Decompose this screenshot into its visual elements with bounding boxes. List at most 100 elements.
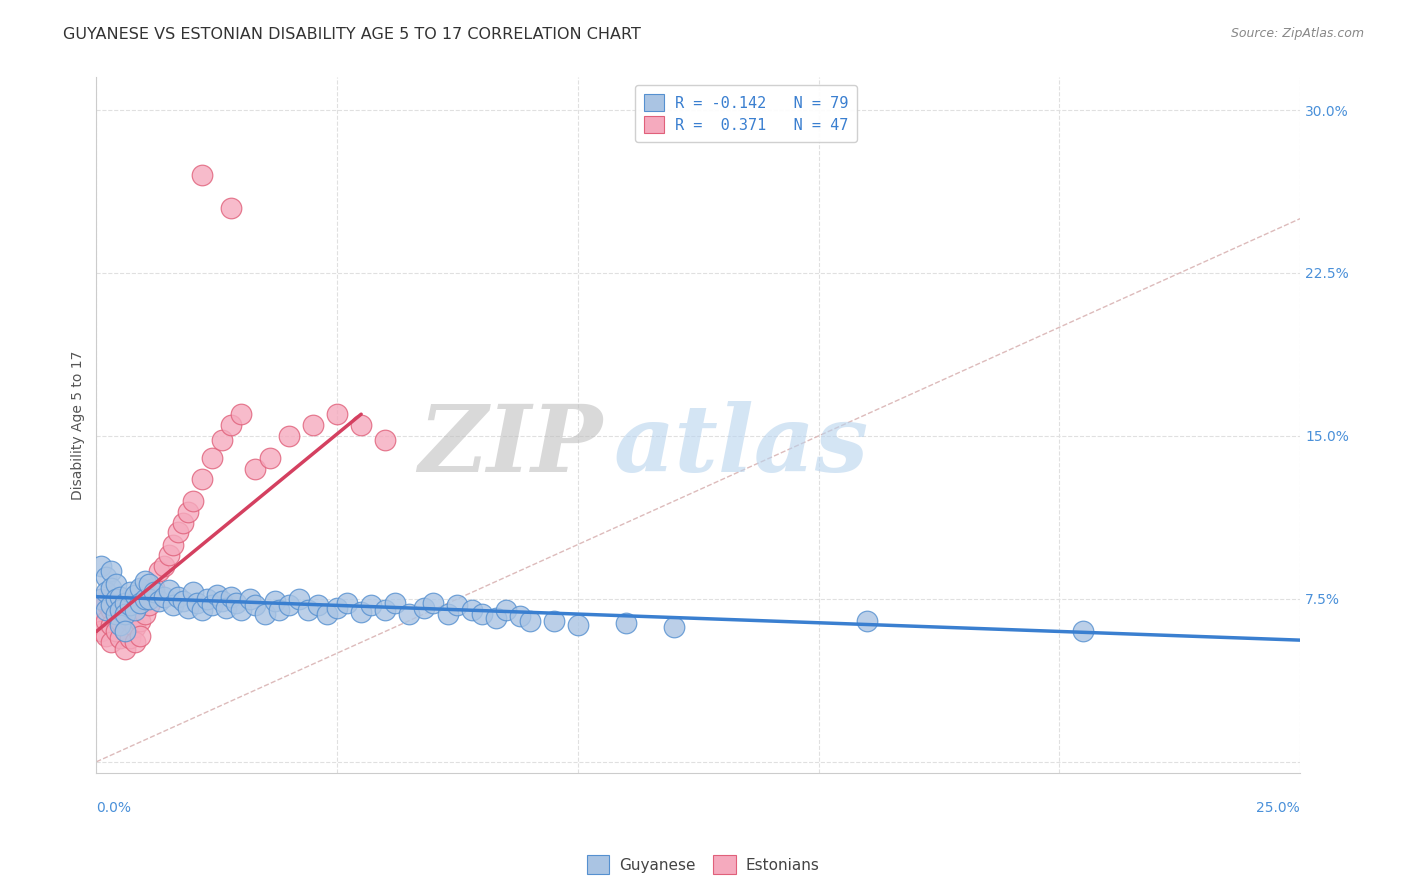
Point bbox=[100, 635, 122, 649]
Point bbox=[152, 590, 174, 604]
Point bbox=[191, 472, 214, 486]
Point bbox=[253, 607, 276, 621]
Point bbox=[114, 607, 136, 621]
Point bbox=[263, 594, 285, 608]
Point bbox=[278, 599, 301, 613]
Point bbox=[128, 614, 150, 628]
Point bbox=[302, 418, 325, 433]
Point bbox=[94, 596, 117, 610]
Point bbox=[461, 603, 484, 617]
Point bbox=[181, 585, 204, 599]
Point bbox=[114, 624, 136, 639]
Point bbox=[162, 599, 184, 613]
Point bbox=[94, 603, 117, 617]
Point bbox=[614, 615, 637, 630]
Text: GUYANESE VS ESTONIAN DISABILITY AGE 5 TO 17 CORRELATION CHART: GUYANESE VS ESTONIAN DISABILITY AGE 5 TO… bbox=[63, 27, 641, 42]
Point bbox=[128, 596, 150, 610]
Point bbox=[177, 505, 200, 519]
Point bbox=[90, 591, 112, 606]
Point bbox=[167, 590, 190, 604]
Point bbox=[307, 599, 329, 613]
Point bbox=[148, 594, 170, 608]
Point bbox=[90, 559, 112, 574]
Point bbox=[134, 591, 156, 606]
Point bbox=[157, 583, 180, 598]
Point bbox=[205, 588, 228, 602]
Text: ZIP: ZIP bbox=[418, 401, 602, 491]
Point bbox=[138, 576, 160, 591]
Point bbox=[162, 537, 184, 551]
Point bbox=[374, 434, 396, 448]
Text: 25.0%: 25.0% bbox=[1257, 800, 1301, 814]
Point bbox=[191, 168, 214, 182]
Point bbox=[110, 603, 132, 617]
Point bbox=[124, 603, 146, 617]
Point bbox=[110, 596, 132, 610]
Point bbox=[90, 591, 112, 606]
Point bbox=[350, 605, 373, 619]
Point bbox=[94, 585, 117, 599]
Point bbox=[124, 588, 146, 602]
Point bbox=[120, 631, 142, 645]
Point bbox=[470, 607, 492, 621]
Point bbox=[211, 594, 233, 608]
Point bbox=[219, 590, 242, 604]
Point bbox=[360, 599, 382, 613]
Y-axis label: Disability Age 5 to 17: Disability Age 5 to 17 bbox=[72, 351, 86, 500]
Point bbox=[120, 599, 142, 613]
Point bbox=[90, 607, 112, 621]
Point bbox=[326, 600, 349, 615]
Point bbox=[211, 434, 233, 448]
Point bbox=[201, 599, 224, 613]
Point bbox=[855, 614, 877, 628]
Point bbox=[114, 624, 136, 639]
Point bbox=[104, 607, 127, 621]
Point bbox=[201, 450, 224, 465]
Point bbox=[485, 611, 508, 625]
Point bbox=[191, 603, 214, 617]
Point bbox=[350, 418, 373, 433]
Point bbox=[148, 564, 170, 578]
Point bbox=[104, 607, 127, 621]
Point bbox=[143, 585, 166, 599]
Point bbox=[662, 620, 685, 634]
Point bbox=[100, 599, 122, 613]
Point bbox=[94, 570, 117, 584]
Point bbox=[336, 596, 359, 610]
Point bbox=[104, 591, 127, 606]
Text: 0.0%: 0.0% bbox=[97, 800, 131, 814]
Point bbox=[519, 614, 541, 628]
Point bbox=[100, 581, 122, 595]
Point bbox=[186, 596, 208, 610]
Point bbox=[143, 581, 166, 595]
Point bbox=[384, 596, 406, 610]
Point bbox=[437, 607, 460, 621]
Point bbox=[157, 549, 180, 563]
Point bbox=[495, 603, 517, 617]
Point bbox=[287, 591, 309, 606]
Point bbox=[94, 614, 117, 628]
Point bbox=[297, 603, 319, 617]
Point bbox=[543, 614, 565, 628]
Point bbox=[120, 585, 142, 599]
Point bbox=[509, 609, 531, 624]
Point bbox=[124, 635, 146, 649]
Point bbox=[374, 603, 396, 617]
Point bbox=[172, 516, 194, 530]
Point bbox=[195, 591, 218, 606]
Point bbox=[138, 591, 160, 606]
Point bbox=[114, 596, 136, 610]
Point bbox=[104, 576, 127, 591]
Point bbox=[128, 581, 150, 595]
Point bbox=[124, 620, 146, 634]
Point bbox=[219, 201, 242, 215]
Point bbox=[316, 607, 339, 621]
Point bbox=[134, 607, 156, 621]
Text: Source: ZipAtlas.com: Source: ZipAtlas.com bbox=[1230, 27, 1364, 40]
Point bbox=[100, 564, 122, 578]
Point bbox=[278, 429, 301, 443]
Point bbox=[181, 494, 204, 508]
Point bbox=[1073, 624, 1095, 639]
Point bbox=[152, 559, 174, 574]
Point bbox=[446, 599, 468, 613]
